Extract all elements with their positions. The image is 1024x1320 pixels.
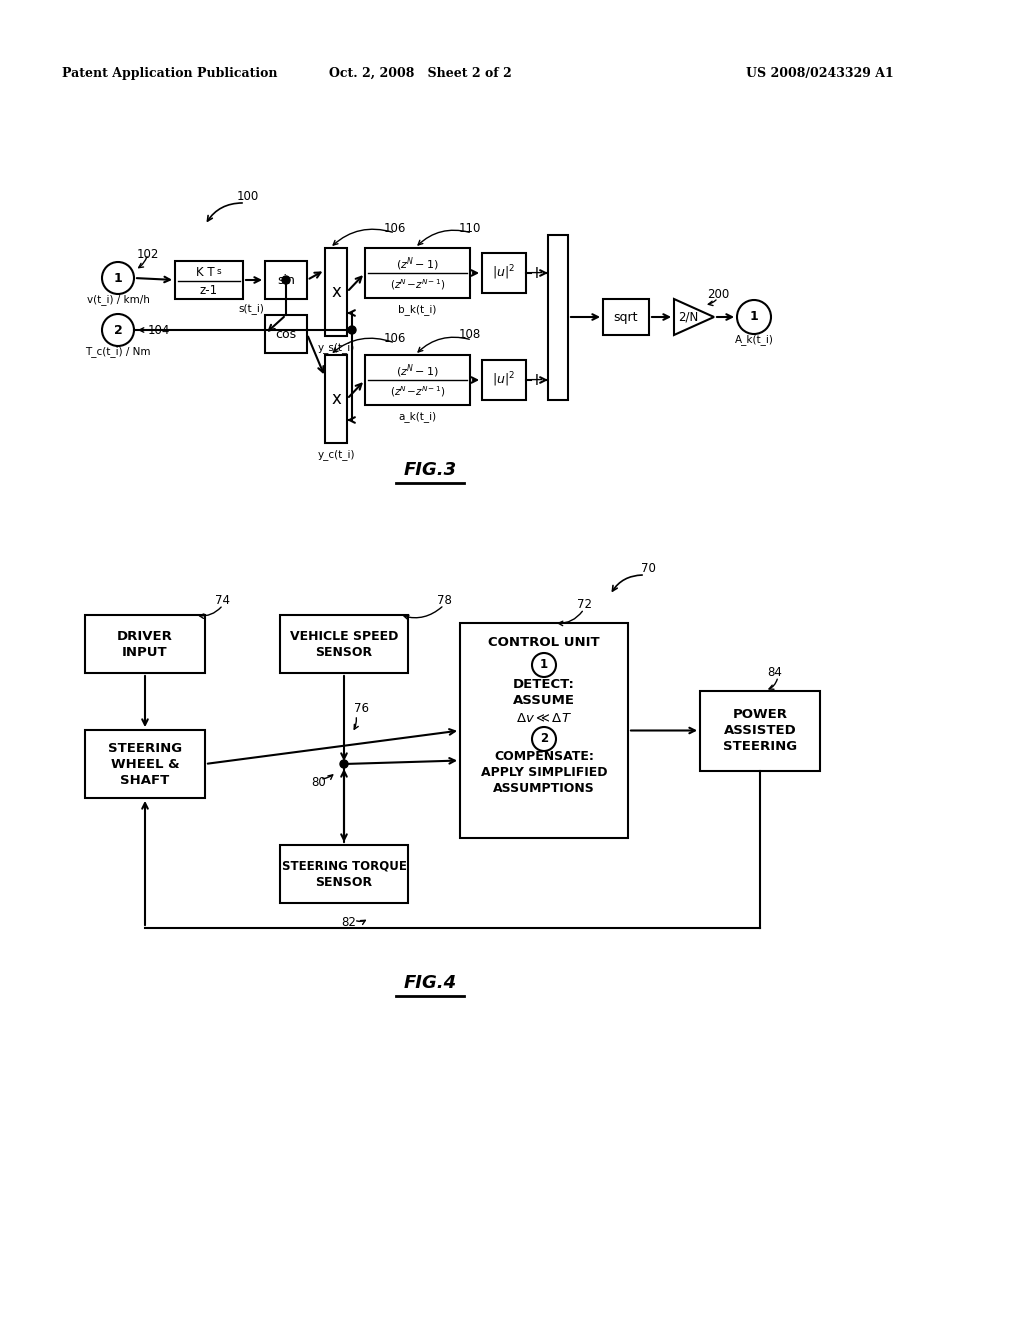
Text: $|u|^2$: $|u|^2$	[493, 264, 515, 282]
Text: x: x	[331, 389, 341, 408]
Bar	[365, 355, 470, 405]
Text: FIG.4: FIG.4	[403, 974, 457, 993]
Text: WHEEL &: WHEEL &	[111, 758, 179, 771]
Text: SENSOR: SENSOR	[315, 875, 373, 888]
Text: STEERING: STEERING	[108, 742, 182, 755]
Bar	[325, 248, 347, 337]
Bar	[85, 615, 205, 673]
Bar	[548, 235, 568, 400]
Text: DRIVER: DRIVER	[117, 630, 173, 643]
Text: Oct. 2, 2008   Sheet 2 of 2: Oct. 2, 2008 Sheet 2 of 2	[329, 66, 511, 79]
Text: 102: 102	[137, 248, 159, 260]
Text: 1: 1	[750, 310, 759, 323]
Text: 2/N: 2/N	[678, 310, 698, 323]
Text: 2: 2	[114, 323, 123, 337]
Bar	[265, 261, 307, 300]
Text: DETECT:: DETECT:	[513, 678, 574, 692]
Text: 84: 84	[768, 667, 782, 678]
Text: $(z^N-1)$: $(z^N-1)$	[396, 362, 439, 380]
Text: ASSUME: ASSUME	[513, 694, 575, 708]
Text: 2: 2	[540, 733, 548, 746]
Text: sqrt: sqrt	[613, 310, 638, 323]
Text: 110: 110	[459, 222, 481, 235]
Circle shape	[348, 326, 356, 334]
Bar	[85, 730, 205, 799]
Text: FIG.3: FIG.3	[403, 461, 457, 479]
Text: 100: 100	[237, 190, 259, 203]
Text: 104: 104	[148, 323, 170, 337]
Bar	[460, 623, 628, 838]
Text: v(t_i) / km/h: v(t_i) / km/h	[87, 294, 150, 305]
Bar	[700, 690, 820, 771]
Text: POWER: POWER	[732, 708, 787, 721]
Circle shape	[102, 261, 134, 294]
Circle shape	[532, 727, 556, 751]
Text: $(z^N\!-\!z^{N-1})$: $(z^N\!-\!z^{N-1})$	[390, 384, 445, 400]
Bar	[482, 360, 526, 400]
Text: $(z^N\!-\!z^{N-1})$: $(z^N\!-\!z^{N-1})$	[390, 277, 445, 293]
Bar	[265, 315, 307, 352]
Bar	[175, 261, 243, 300]
Text: z-1: z-1	[200, 285, 218, 297]
Text: 78: 78	[436, 594, 452, 607]
Text: cos: cos	[275, 327, 297, 341]
Text: $|u|^2$: $|u|^2$	[493, 371, 515, 389]
Text: $\Delta v \ll \Delta T$: $\Delta v \ll \Delta T$	[516, 713, 572, 726]
Circle shape	[102, 314, 134, 346]
Text: STEERING TORQUE: STEERING TORQUE	[282, 859, 407, 873]
Circle shape	[340, 760, 348, 768]
Text: 70: 70	[641, 561, 655, 574]
Text: SHAFT: SHAFT	[121, 774, 170, 787]
Bar	[482, 253, 526, 293]
Bar	[603, 300, 649, 335]
Text: ASSUMPTIONS: ASSUMPTIONS	[494, 783, 595, 796]
Text: K T: K T	[196, 267, 214, 280]
Text: T_c(t_i) / Nm: T_c(t_i) / Nm	[85, 347, 151, 358]
Text: COMPENSATE:: COMPENSATE:	[494, 751, 594, 763]
Text: y_s(t_i): y_s(t_i)	[317, 343, 354, 354]
Text: ASSISTED: ASSISTED	[724, 723, 797, 737]
Text: 74: 74	[215, 594, 230, 607]
Text: INPUT: INPUT	[122, 645, 168, 659]
Text: +: +	[529, 371, 543, 389]
Text: A_k(t_i): A_k(t_i)	[734, 334, 773, 346]
Text: 76: 76	[354, 701, 369, 714]
Text: APPLY SIMPLIFIED: APPLY SIMPLIFIED	[480, 767, 607, 780]
Text: 106: 106	[384, 222, 407, 235]
Text: 1: 1	[114, 272, 123, 285]
Text: Patent Application Publication: Patent Application Publication	[62, 66, 278, 79]
Text: y_c(t_i): y_c(t_i)	[317, 450, 354, 461]
Text: CONTROL UNIT: CONTROL UNIT	[488, 636, 600, 649]
Text: 72: 72	[577, 598, 592, 611]
Text: +: +	[529, 264, 543, 282]
Text: 200: 200	[707, 289, 729, 301]
Text: $(z^N-1)$: $(z^N-1)$	[396, 255, 439, 273]
Text: 106: 106	[384, 331, 407, 345]
Circle shape	[532, 653, 556, 677]
Text: x: x	[331, 282, 341, 301]
Circle shape	[282, 276, 290, 284]
Text: 80: 80	[311, 776, 327, 788]
Bar	[325, 355, 347, 444]
Circle shape	[737, 300, 771, 334]
Text: VEHICLE SPEED: VEHICLE SPEED	[290, 630, 398, 643]
Text: STEERING: STEERING	[723, 741, 797, 752]
Text: s(t_i): s(t_i)	[238, 304, 264, 314]
Bar	[365, 248, 470, 298]
Bar	[280, 845, 408, 903]
Text: SENSOR: SENSOR	[315, 645, 373, 659]
Text: s: s	[217, 267, 221, 276]
Text: 1: 1	[540, 659, 548, 672]
Text: b_k(t_i): b_k(t_i)	[398, 305, 436, 315]
Text: 108: 108	[459, 329, 481, 342]
Text: US 2008/0243329 A1: US 2008/0243329 A1	[746, 66, 894, 79]
Bar	[280, 615, 408, 673]
Text: sin: sin	[278, 273, 295, 286]
Text: 82: 82	[342, 916, 356, 929]
Text: a_k(t_i): a_k(t_i)	[398, 412, 436, 422]
